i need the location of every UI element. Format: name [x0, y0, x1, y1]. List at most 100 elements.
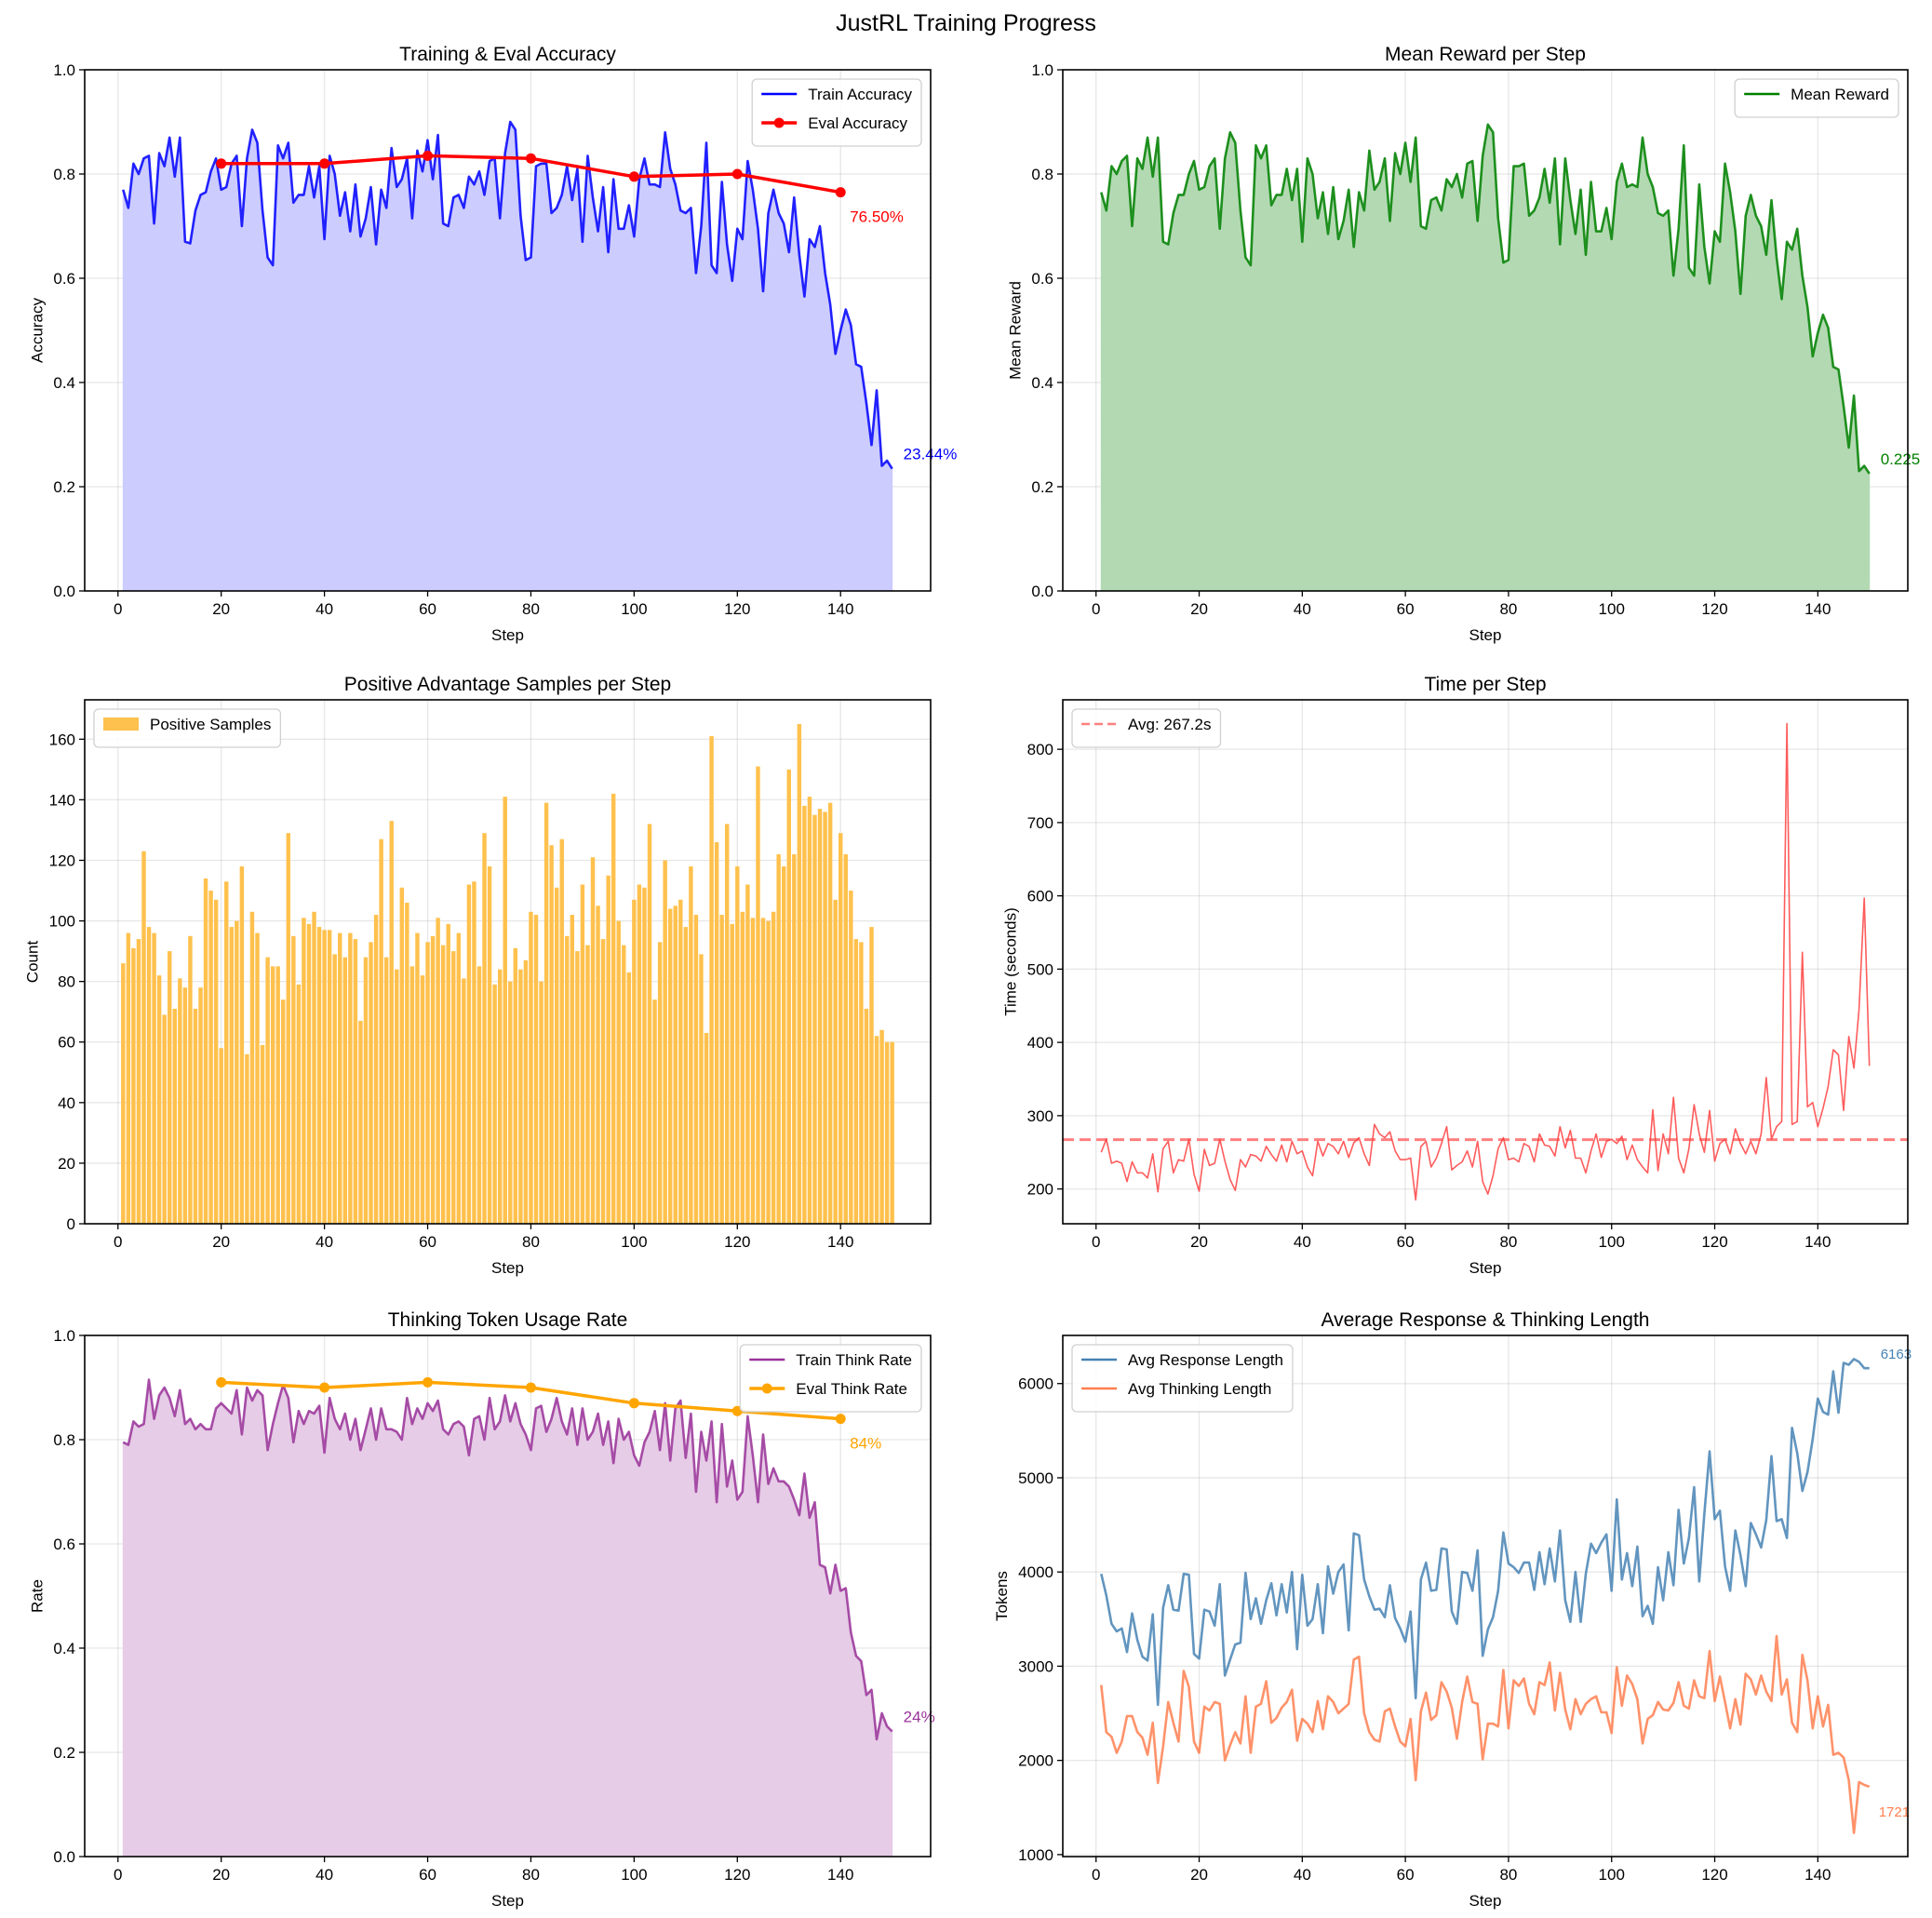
bar	[849, 891, 853, 1224]
end-value-label: 84%	[850, 1435, 881, 1453]
x-tick-label: 100	[1599, 1233, 1625, 1251]
bar	[585, 945, 590, 1224]
y-tick-label: 0.6	[53, 270, 75, 288]
y-tick-label: 120	[49, 852, 75, 869]
bar	[879, 1029, 884, 1224]
y-tick-label: 0.6	[53, 1536, 75, 1553]
axes-frame	[84, 69, 932, 592]
x-tick-label: 120	[724, 600, 750, 618]
subplot-3: 0 20 40 60 80 100 120 140 0 20 40 60 80 100 120 140 160 P…	[24, 674, 932, 1277]
x-axis-label: Step	[491, 1259, 524, 1277]
bar	[513, 947, 518, 1224]
bar	[616, 920, 621, 1224]
x-tick-label: 20	[1190, 600, 1208, 618]
bar	[549, 845, 554, 1224]
bar	[136, 939, 141, 1224]
y-tick-label: 0.6	[1031, 270, 1053, 288]
x-tick-label: 80	[1499, 1233, 1517, 1251]
bar	[565, 935, 570, 1224]
bar	[756, 766, 760, 1224]
bar	[235, 920, 239, 1224]
subplot-4: 0 20 40 60 80 100 120 140 200 300 400 500 600 700 800 T…	[1002, 674, 1909, 1277]
x-axis-label: Step	[1469, 1892, 1502, 1910]
bar	[436, 918, 440, 1224]
bar	[348, 932, 353, 1224]
y-tick-label: 400	[1027, 1034, 1053, 1052]
y-tick-label: 0.0	[53, 1848, 75, 1866]
chart-title: Average Response & Thinking Length	[1322, 1309, 1650, 1331]
x-tick-label: 100	[1599, 1866, 1625, 1884]
data-point	[423, 150, 434, 161]
x-tick-label: 140	[827, 1233, 853, 1251]
y-tick-label: 40	[58, 1094, 75, 1112]
x-tick-label: 100	[621, 600, 647, 618]
y-tick-label: 1.0	[53, 61, 75, 79]
bar	[864, 1008, 869, 1224]
x-tick-label: 80	[522, 1233, 540, 1251]
legend-item: Avg: 267.2s	[1081, 716, 1211, 733]
y-tick-label: 0.4	[1031, 374, 1053, 392]
bar	[353, 939, 358, 1224]
bar	[229, 927, 235, 1224]
bar	[178, 978, 182, 1224]
bar	[456, 932, 462, 1224]
bar	[781, 865, 786, 1224]
bar	[338, 932, 342, 1224]
y-tick-label: 1.0	[53, 1327, 75, 1345]
series-line	[122, 1378, 893, 1741]
bar	[714, 841, 719, 1224]
x-tick-label: 80	[1499, 1866, 1517, 1884]
bar	[518, 969, 523, 1224]
y-tick-label: 160	[49, 731, 75, 748]
x-tick-label: 120	[1701, 1233, 1727, 1251]
subplot-1: 23.44%76.50%0 20 40 60 80 100 120 1400.00.20.40…	[28, 44, 957, 644]
bar	[182, 987, 188, 1224]
chart-title: Mean Reward per Step	[1385, 44, 1586, 65]
bar	[667, 908, 673, 1224]
x-axis-label: Step	[491, 1892, 524, 1910]
y-tick-label: 6000	[1018, 1375, 1053, 1393]
x-tick-label: 40	[315, 1233, 333, 1251]
legend-label: Positive Samples	[150, 716, 271, 733]
bar	[208, 891, 213, 1224]
y-tick-label: 0	[67, 1215, 75, 1233]
chart-title: Positive Advantage Samples per Step	[344, 674, 671, 695]
bar	[786, 769, 791, 1224]
bar	[281, 999, 286, 1224]
bar	[600, 939, 606, 1224]
y-tick-label: 0.8	[53, 166, 75, 183]
x-tick-label: 0	[1092, 1233, 1100, 1251]
bar	[172, 1008, 177, 1224]
legend-item: Train Think Rate	[749, 1351, 912, 1369]
legend: Avg Response Length Avg Thinking Length	[1071, 1344, 1294, 1413]
legend-label: Train Accuracy	[808, 86, 912, 103]
bar	[395, 969, 399, 1224]
bar	[446, 923, 450, 1224]
bar	[213, 899, 219, 1224]
y-tick-label: 0.8	[53, 1431, 75, 1449]
data-point	[319, 1382, 330, 1393]
bar	[730, 923, 734, 1224]
bar	[533, 915, 539, 1224]
end-value-label: 0.225	[1881, 450, 1921, 468]
bar	[827, 802, 833, 1224]
x-tick-label: 140	[1805, 600, 1831, 618]
y-tick-label: 140	[49, 791, 75, 809]
legend-swatch	[103, 718, 139, 731]
legend: Train Think Rate Eval Think Rate	[739, 1344, 922, 1413]
bar	[580, 884, 585, 1224]
legend-label: Mean Reward	[1791, 86, 1889, 103]
bar	[306, 923, 312, 1224]
x-tick-label: 40	[1294, 1866, 1311, 1884]
bar	[239, 865, 245, 1224]
x-tick-label: 80	[522, 1866, 540, 1884]
axes-frame	[84, 699, 932, 1225]
bar	[316, 927, 322, 1224]
bar	[596, 905, 600, 1224]
x-tick-label: 20	[1190, 1866, 1208, 1884]
bar	[476, 966, 482, 1224]
bar	[193, 1008, 198, 1224]
bar	[487, 865, 492, 1224]
axes-frame	[1062, 699, 1909, 1225]
bar	[719, 915, 724, 1224]
